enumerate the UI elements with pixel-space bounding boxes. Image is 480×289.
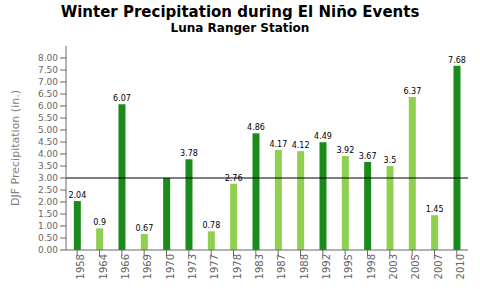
svg-text:1966: 1966 bbox=[120, 254, 131, 279]
svg-text:7.68: 7.68 bbox=[448, 56, 466, 65]
svg-text:1992: 1992 bbox=[321, 254, 332, 279]
svg-text:1998: 1998 bbox=[366, 254, 377, 279]
svg-text:DJF Precipitation (in.): DJF Precipitation (in.) bbox=[9, 90, 22, 206]
svg-text:7.00: 7.00 bbox=[38, 77, 58, 87]
svg-text:0.9: 0.9 bbox=[93, 218, 106, 227]
svg-text:6.37: 6.37 bbox=[403, 87, 421, 96]
svg-text:3.00: 3.00 bbox=[38, 173, 58, 183]
svg-text:4.86: 4.86 bbox=[247, 123, 265, 132]
svg-text:1958: 1958 bbox=[75, 254, 86, 279]
svg-text:2007: 2007 bbox=[433, 254, 444, 279]
svg-text:4.17: 4.17 bbox=[269, 140, 287, 149]
svg-text:4.00: 4.00 bbox=[38, 149, 58, 159]
svg-text:2003: 2003 bbox=[388, 254, 399, 279]
svg-text:7.50: 7.50 bbox=[38, 65, 58, 75]
svg-text:2010: 2010 bbox=[455, 254, 466, 279]
svg-text:3.5: 3.5 bbox=[384, 156, 397, 165]
html-text:Winter Precipitation during El: Winter Precipitation during El Niño Even… bbox=[60, 3, 420, 21]
svg-text:2.76: 2.76 bbox=[225, 174, 243, 183]
svg-text:1983: 1983 bbox=[254, 254, 265, 279]
svg-text:3.50: 3.50 bbox=[38, 161, 58, 171]
svg-text:1969: 1969 bbox=[142, 254, 153, 279]
svg-text:1.45: 1.45 bbox=[426, 205, 444, 214]
svg-text:1995: 1995 bbox=[343, 254, 354, 279]
svg-text:4.49: 4.49 bbox=[314, 132, 332, 141]
svg-text:1978: 1978 bbox=[232, 254, 243, 279]
svg-text:3.78: 3.78 bbox=[180, 149, 198, 158]
svg-text:1987: 1987 bbox=[276, 254, 287, 279]
svg-text:2.04: 2.04 bbox=[68, 191, 86, 200]
svg-text:0.50: 0.50 bbox=[38, 233, 58, 243]
svg-text:0.67: 0.67 bbox=[135, 224, 153, 233]
svg-text:4.12: 4.12 bbox=[292, 141, 310, 150]
svg-text:3.92: 3.92 bbox=[336, 146, 354, 155]
svg-text:1.00: 1.00 bbox=[38, 221, 58, 231]
svg-text:0.00: 0.00 bbox=[38, 245, 58, 255]
svg-text:0.78: 0.78 bbox=[202, 221, 220, 230]
svg-text:2.50: 2.50 bbox=[38, 185, 58, 195]
svg-text:3.67: 3.67 bbox=[359, 152, 377, 161]
svg-text:5.00: 5.00 bbox=[38, 125, 58, 135]
svg-text:1977: 1977 bbox=[209, 254, 220, 279]
svg-text:1.50: 1.50 bbox=[38, 209, 58, 219]
svg-text:1970: 1970 bbox=[165, 254, 176, 279]
svg-text:6.00: 6.00 bbox=[38, 101, 58, 111]
html-text:Luna Ranger Station: Luna Ranger Station bbox=[170, 21, 310, 35]
svg-text:5.50: 5.50 bbox=[38, 113, 58, 123]
svg-text:6.07: 6.07 bbox=[113, 94, 131, 103]
svg-text:8.00: 8.00 bbox=[38, 53, 58, 63]
svg-text:1964: 1964 bbox=[98, 254, 109, 279]
svg-text:6.50: 6.50 bbox=[38, 89, 58, 99]
svg-text:2.00: 2.00 bbox=[38, 197, 58, 207]
svg-text:2005: 2005 bbox=[410, 254, 421, 279]
svg-text:1988: 1988 bbox=[299, 254, 310, 279]
svg-text:4.50: 4.50 bbox=[38, 137, 58, 147]
svg-text:1973: 1973 bbox=[187, 254, 198, 279]
